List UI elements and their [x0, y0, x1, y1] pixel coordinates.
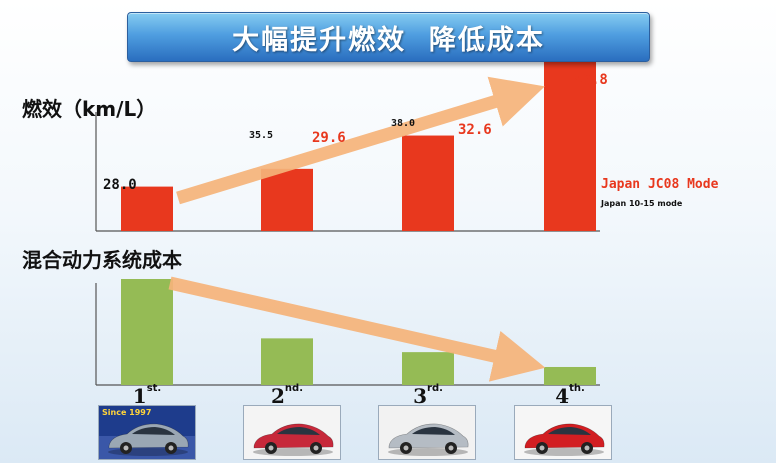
generation-label-1: 1st. — [132, 383, 162, 408]
fuel-bar-4 — [544, 44, 596, 231]
car-photo-gen1: Since 1997 — [98, 405, 196, 460]
fuel-value-label-4: 40.8 — [574, 72, 608, 88]
fuel-value-label-1: 28.0 — [103, 177, 137, 193]
since-1997-label: Since 1997 — [102, 408, 152, 417]
cost-chart — [95, 276, 600, 386]
cost-bar-1 — [121, 279, 173, 385]
cost-bar-2 — [261, 338, 313, 385]
fuel-bar-1 — [121, 186, 173, 231]
fuel-value-label-3: 32.6 — [458, 122, 492, 138]
generation-label-4: 4th. — [555, 383, 585, 408]
fuel-bar-2 — [261, 168, 313, 231]
title-banner: 大幅提升燃效 降低成本 — [127, 12, 650, 62]
legend-jc08: Japan JC08 Mode — [601, 177, 719, 192]
fuel-value-label-2: 29.6 — [312, 130, 346, 146]
mode1015-value-label-3: 38.0 — [391, 118, 415, 129]
car-photo-gen3 — [378, 405, 476, 460]
cost-bar-4 — [544, 366, 596, 385]
cost-bar-3 — [402, 352, 454, 385]
fuel-chart: 28.0 29.6 32.6 40.8 35.5 38.0 Japan JC08 Mode J… — [95, 44, 719, 232]
legend-10-15: Japan 10-15 mode — [600, 199, 683, 208]
page-title: 大幅提升燃效 降低成本 — [232, 24, 545, 56]
mode1015-value-label-2: 35.5 — [249, 130, 273, 141]
decrease-trend-arrow — [168, 276, 546, 382]
car-photo-icon — [99, 406, 195, 459]
car-photo-icon — [515, 406, 611, 459]
generation-label-2: 2nd. — [271, 383, 303, 408]
car-photo-icon — [244, 406, 340, 459]
generation-label-3: 3rd. — [413, 383, 443, 408]
increase-trend-arrow — [176, 76, 545, 205]
car-photo-gen4 — [514, 405, 612, 460]
fuel-efficiency-label: 燃效（km/L） — [22, 97, 157, 121]
car-photo-icon — [379, 406, 475, 459]
fuel-bar-3 — [402, 135, 454, 231]
car-photo-gen2 — [243, 405, 341, 460]
hybrid-system-cost-label: 混合动力系统成本 — [22, 248, 182, 272]
